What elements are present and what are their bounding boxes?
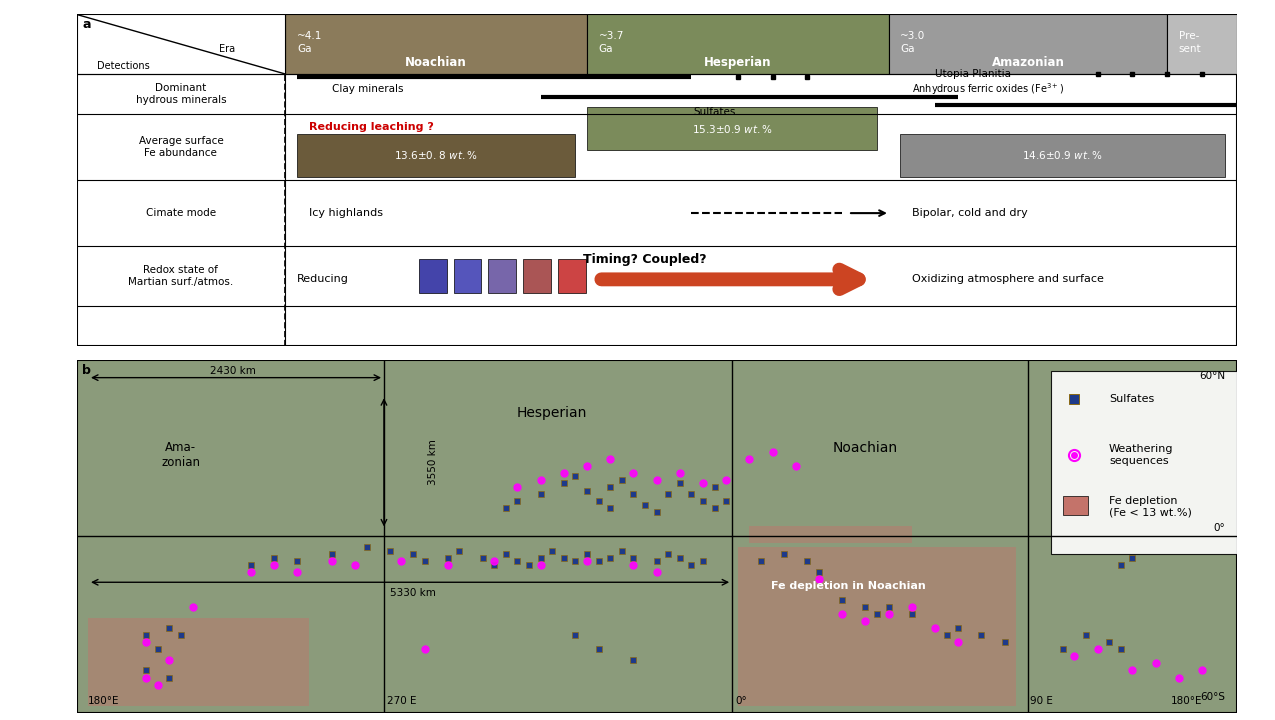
Text: 60°S: 60°S (1200, 692, 1225, 702)
Text: Cimate mode: Cimate mode (145, 208, 215, 218)
Text: Ga: Ga (297, 44, 311, 54)
Text: Icy highlands: Icy highlands (309, 208, 382, 218)
Bar (286, 14, 586, 74)
Text: Fe depletion in Noachian: Fe depletion in Noachian (770, 581, 926, 591)
Text: Hesperian: Hesperian (518, 406, 588, 420)
Bar (418, 259, 446, 292)
Bar (76, 14, 286, 74)
Text: Utopia Planitia: Utopia Planitia (935, 69, 1011, 79)
Text: Ga: Ga (900, 44, 914, 54)
Text: Ama-
zonian: Ama- zonian (162, 441, 200, 469)
Text: Fe depletion
(Fe < 13 wt.%): Fe depletion (Fe < 13 wt.%) (1109, 495, 1192, 517)
Text: b: b (83, 364, 92, 377)
Text: Noachian: Noachian (833, 441, 898, 455)
Bar (1063, 496, 1089, 516)
Text: Reducing leaching ?: Reducing leaching ? (309, 122, 434, 132)
Bar (889, 14, 1167, 74)
Bar (488, 259, 516, 292)
Text: 5330 km: 5330 km (390, 588, 436, 598)
Bar (1167, 14, 1237, 74)
Text: Anhydrous ferric oxides (Fe$^{3+}$): Anhydrous ferric oxides (Fe$^{3+}$) (912, 81, 1065, 96)
Polygon shape (750, 526, 912, 544)
Text: 0°: 0° (736, 696, 747, 706)
Text: Redox state of
Martian surf./atmos.: Redox state of Martian surf./atmos. (129, 265, 233, 287)
Text: ~3.7: ~3.7 (599, 31, 623, 41)
Text: ~3.0: ~3.0 (900, 31, 926, 41)
Text: 3550 km: 3550 km (427, 439, 437, 485)
Text: ~4.1: ~4.1 (297, 31, 323, 41)
Text: 2430 km: 2430 km (210, 366, 256, 376)
Text: 180°E: 180°E (88, 696, 120, 706)
Text: 13.6$\pm$0. 8 $\it{wt.}$%: 13.6$\pm$0. 8 $\it{wt.}$% (394, 149, 478, 161)
Bar (900, 134, 1225, 176)
Bar (586, 14, 889, 74)
Polygon shape (738, 547, 1016, 706)
Polygon shape (88, 618, 309, 706)
Bar (454, 259, 482, 292)
Text: 15.3$\pm$0.9 $\it{wt.}$%: 15.3$\pm$0.9 $\it{wt.}$% (691, 122, 773, 135)
Text: Ga: Ga (599, 44, 613, 54)
Text: Dominant
hydrous minerals: Dominant hydrous minerals (135, 83, 226, 104)
Text: Pre-: Pre- (1178, 31, 1198, 41)
Text: 90 E: 90 E (1030, 696, 1053, 706)
Text: Timing? Coupled?: Timing? Coupled? (583, 253, 706, 266)
Text: Bipolar, cold and dry: Bipolar, cold and dry (912, 208, 1028, 218)
Text: sent: sent (1178, 44, 1201, 54)
Bar (297, 134, 575, 176)
Text: 14.6$\pm$0.9 $\it{wt.}$%: 14.6$\pm$0.9 $\it{wt.}$% (1023, 149, 1103, 161)
Text: Amazonian: Amazonian (992, 56, 1065, 69)
Text: Hesperian: Hesperian (704, 56, 771, 69)
Text: 60°N: 60°N (1198, 371, 1225, 381)
Text: Oxidizing atmosphere and surface: Oxidizing atmosphere and surface (912, 274, 1104, 284)
Text: Detections: Detections (97, 60, 149, 71)
Text: Era: Era (219, 44, 236, 54)
Text: Average surface
Fe abundance: Average surface Fe abundance (139, 136, 223, 158)
Text: 270 E: 270 E (388, 696, 417, 706)
Text: Reducing: Reducing (297, 274, 349, 284)
Bar (523, 259, 551, 292)
Text: Sulfates: Sulfates (1109, 394, 1154, 404)
Text: Clay minerals: Clay minerals (332, 84, 403, 94)
Bar (586, 107, 877, 150)
Text: 0°: 0° (1214, 523, 1225, 533)
Text: Weathering
sequences: Weathering sequences (1109, 444, 1173, 466)
Text: a: a (83, 18, 91, 31)
Text: Sulfates: Sulfates (694, 107, 736, 117)
Bar (558, 259, 585, 292)
Text: Noachian: Noachian (405, 56, 467, 69)
Text: 180°E: 180°E (1170, 696, 1202, 706)
Bar (1051, 371, 1243, 554)
